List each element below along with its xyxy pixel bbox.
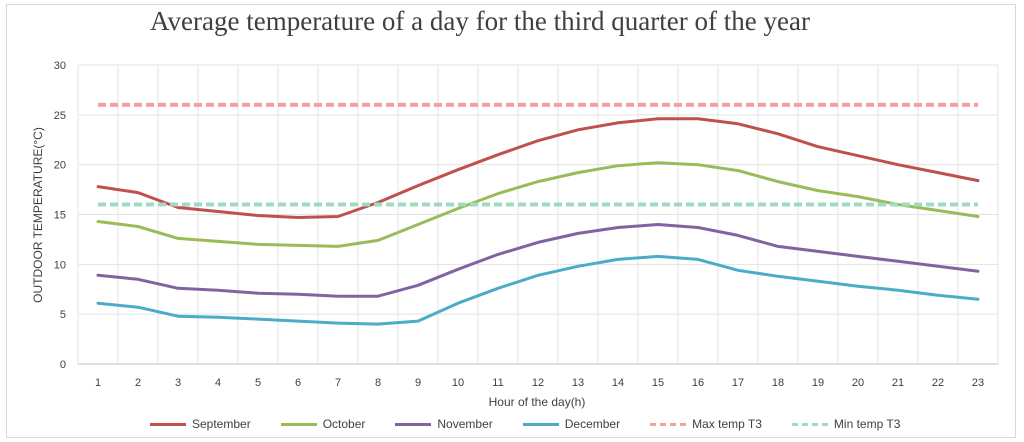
x-tick-label: 15 [652, 377, 664, 389]
x-tick-label: 13 [572, 377, 584, 389]
series-line-december [96, 254, 980, 326]
x-tick-label: 22 [932, 377, 944, 389]
legend-swatch [791, 422, 828, 426]
legend-label: September [192, 417, 251, 431]
y-axis-label: OUTDOOR TEMPERATURE(°C) [31, 127, 45, 303]
series-line-november [96, 223, 980, 298]
chart-frame [6, 4, 1016, 438]
y-tick-label: 0 [60, 359, 66, 371]
grid-lines [77, 64, 999, 365]
x-tick-labels: 1 2 3 4 5 6 7 8 9 10 11 12 13 14 15 16 17 18 19 20 21 22 23 [95, 377, 984, 389]
y-tick-label: 15 [54, 210, 66, 222]
x-tick-label: 10 [452, 377, 464, 389]
legend-swatch [150, 422, 186, 426]
x-tick-label: 21 [892, 377, 904, 389]
x-tick-label: 9 [415, 377, 421, 389]
y-tick-label: 10 [54, 259, 66, 271]
x-tick-label: 1 [95, 377, 101, 389]
x-tick-label: 20 [852, 377, 864, 389]
x-tick-label: 23 [972, 377, 984, 389]
x-tick-label: 18 [772, 377, 784, 389]
x-tick-label: 8 [375, 377, 381, 389]
legend-item-max-temp-t3: Max temp T3 [650, 417, 762, 431]
legend-label: October [322, 417, 366, 431]
legend-label: Max temp T3 [692, 417, 762, 431]
series-line-october [96, 161, 980, 248]
legend-swatch [280, 422, 317, 426]
legend-item-october: October [280, 417, 366, 431]
x-tick-label: 11 [492, 377, 503, 389]
x-tick-label: 19 [812, 377, 824, 389]
y-tick-label: 5 [60, 309, 66, 321]
legend-label: Min temp T3 [833, 417, 901, 431]
y-tick-label: 20 [54, 160, 66, 172]
legend-item-min-temp-t3: Min temp T3 [791, 417, 901, 431]
x-tick-label: 7 [335, 377, 341, 389]
legend-swatch [395, 422, 432, 426]
series-lines [96, 102, 980, 326]
x-tick-label: 5 [255, 377, 261, 389]
y-tick-labels: 0 5 10 15 20 25 30 [54, 60, 66, 371]
x-tick-label: 14 [612, 377, 624, 389]
legend-item-december: December [522, 417, 621, 431]
series-line-september [96, 117, 980, 219]
x-tick-label: 12 [532, 377, 544, 389]
legend-item-november: November [395, 417, 493, 431]
legend-item-september: September [150, 417, 251, 431]
legend-label: November [437, 417, 493, 431]
x-tick-label: 17 [732, 377, 744, 389]
y-tick-label: 30 [54, 60, 66, 72]
chart-legend: September October November December Max temp… [150, 414, 910, 434]
y-tick-label: 25 [54, 110, 66, 122]
x-tick-label: 16 [692, 377, 704, 389]
x-axis-label: Hour of the day(h) [489, 395, 586, 409]
x-tick-label: 3 [175, 377, 181, 389]
x-tick-label: 6 [295, 377, 301, 389]
legend-label: December [564, 417, 621, 431]
x-tick-label: 4 [215, 377, 221, 389]
x-tick-label: 2 [135, 377, 141, 389]
legend-swatch [650, 422, 687, 426]
legend-swatch [522, 422, 559, 426]
chart-title: Average temperature of a day for the thi… [150, 6, 810, 36]
